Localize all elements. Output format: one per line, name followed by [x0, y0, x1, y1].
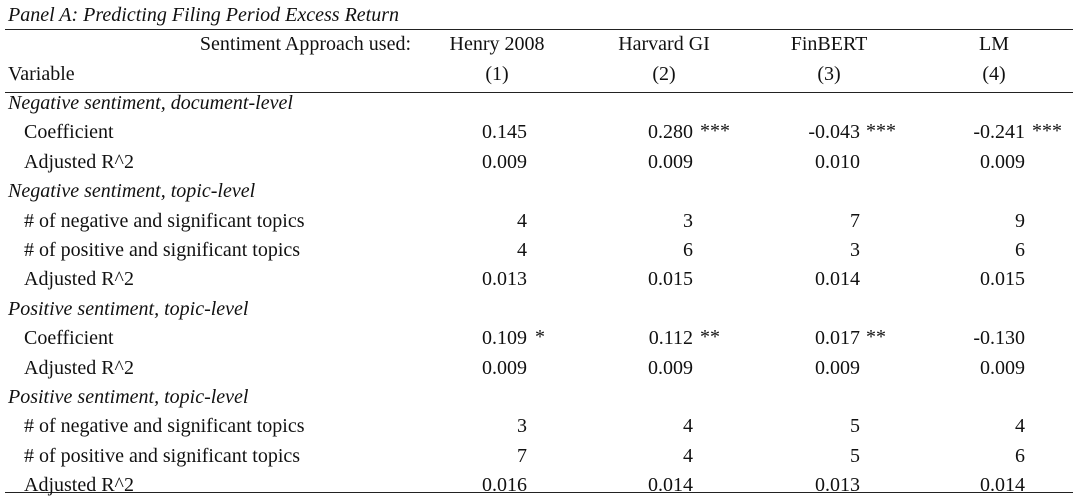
table-cell: 5: [850, 444, 860, 467]
row-label: # of negative and significant topics: [24, 415, 305, 438]
table-cell: 0.010: [815, 150, 860, 173]
table-cell: 6: [683, 239, 693, 261]
section-header: Positive sentiment, topic-level: [8, 386, 249, 408]
table-cell: -0.241: [973, 121, 1025, 144]
table-cell: 5: [850, 415, 860, 438]
panel-title: Panel A: Predicting Filing Period Excess…: [8, 4, 400, 26]
table-cell: 0.014: [980, 474, 1025, 497]
table-cell: 4: [683, 415, 693, 438]
table-cell: 6: [1015, 239, 1025, 261]
significance-stars: ***: [1032, 120, 1062, 143]
table-cell: 4: [1015, 415, 1025, 438]
section-header: Negative sentiment, topic-level: [8, 180, 256, 203]
column-header: FinBERT: [790, 33, 868, 55]
table-cell: 0.014: [815, 268, 860, 291]
table-cell: 0.145: [482, 121, 527, 144]
table-cell: 0.009: [980, 356, 1025, 379]
row-label: Adjusted R^2: [24, 268, 134, 291]
variable-label: Variable: [8, 63, 75, 85]
table-cell: 9: [1015, 209, 1025, 232]
table-cell: 0.017: [815, 327, 860, 350]
table-cell: 4: [683, 444, 693, 467]
table-cell: 0.009: [482, 356, 527, 379]
table-cell: 0.280: [648, 121, 693, 144]
table-cell: 0.112: [648, 327, 693, 350]
table-cell: 0.015: [648, 268, 693, 291]
column-number: (1): [485, 63, 509, 85]
row-label: Coefficient: [24, 121, 114, 144]
column-header: Henry 2008: [449, 33, 545, 55]
section-header: Negative sentiment, document-level: [8, 92, 293, 114]
column-number: (2): [652, 63, 676, 85]
row-label: # of positive and significant topics: [24, 444, 301, 467]
table-cell: 0.009: [648, 356, 693, 379]
significance-stars: **: [866, 326, 886, 349]
table-cell: 0.014: [648, 474, 693, 497]
column-number: (4): [982, 63, 1006, 85]
table-cell: 0.016: [482, 474, 527, 497]
column-header: LM: [979, 33, 1009, 55]
section-header: Positive sentiment, topic-level: [8, 297, 249, 320]
table-cell: 0.009: [482, 150, 527, 173]
table-cell: 3: [683, 209, 693, 232]
table-cell: 0.009: [648, 150, 693, 173]
table-cell: -0.043: [808, 121, 860, 144]
significance-stars: *: [535, 326, 545, 349]
table-cell: 0.009: [815, 356, 860, 379]
table-cell: 7: [517, 444, 527, 467]
column-header: Harvard GI: [618, 33, 710, 55]
top-rule: [5, 29, 1073, 30]
row-label: Adjusted R^2: [24, 474, 134, 497]
table-cell: -0.130: [973, 327, 1025, 350]
header-rule: [5, 92, 1073, 93]
table-cell: 0.015: [980, 268, 1025, 291]
table-cell: 4: [517, 239, 527, 261]
row-label: # of negative and significant topics: [24, 209, 305, 232]
table-cell: 0.013: [815, 474, 860, 497]
bottom-rule: [5, 492, 1073, 493]
table-cell: 3: [850, 239, 860, 261]
approach-label: Sentiment Approach used:: [199, 33, 411, 55]
table-cell: 3: [517, 415, 527, 438]
significance-stars: ***: [866, 120, 896, 143]
table-cell: 0.013: [482, 268, 527, 291]
significance-stars: **: [700, 326, 720, 349]
row-label: # of positive and significant topics: [24, 239, 301, 261]
table-cell: 4: [517, 209, 527, 232]
table-cell: 6: [1015, 444, 1025, 467]
table-cell: 7: [850, 209, 860, 232]
significance-stars: ***: [700, 120, 730, 143]
table-cell: 0.109: [482, 327, 527, 350]
column-number: (3): [817, 63, 841, 85]
row-label: Adjusted R^2: [24, 356, 134, 379]
row-label: Coefficient: [24, 327, 114, 350]
row-label: Adjusted R^2: [24, 150, 134, 173]
table-cell: 0.009: [980, 150, 1025, 173]
